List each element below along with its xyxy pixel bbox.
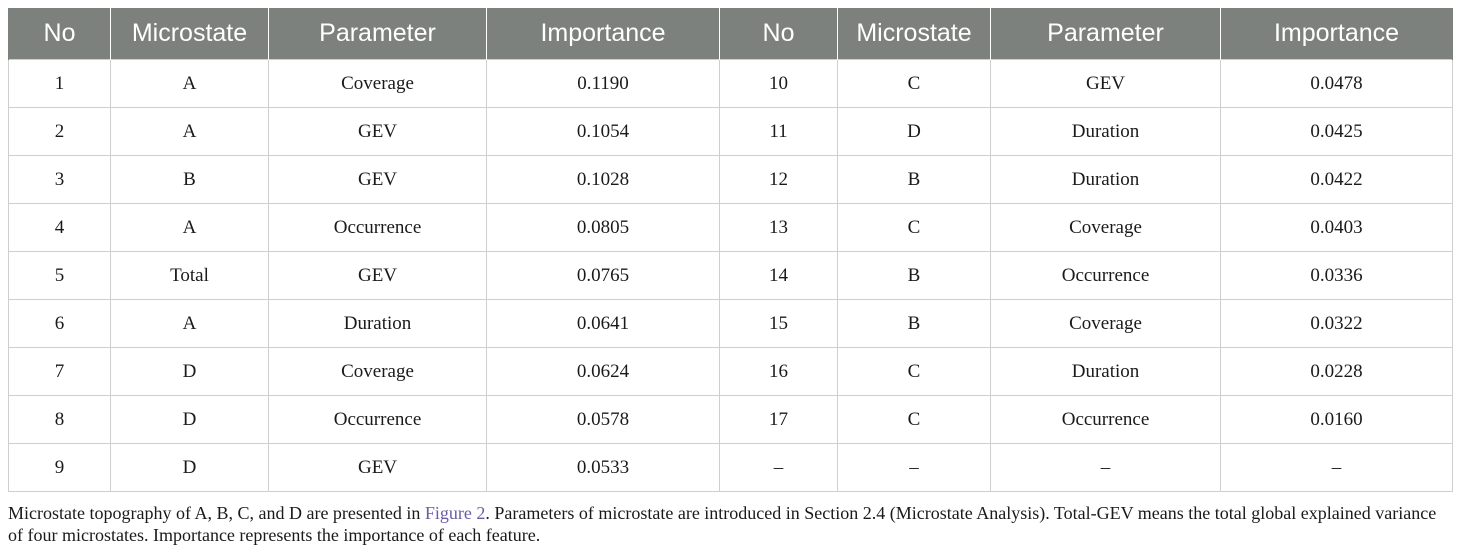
table-cell: 16: [719, 347, 838, 396]
table-cell: 4: [8, 203, 111, 252]
table-cell: –: [1220, 443, 1453, 492]
table-cell: 8: [8, 395, 111, 444]
table-cell: D: [110, 347, 269, 396]
column-header: Microstate: [837, 8, 991, 60]
table-cell: Duration: [268, 299, 487, 348]
table-cell: 15: [719, 299, 838, 348]
table-row: 9 D GEV 0.0533– – – –: [8, 443, 1453, 492]
table-row: 2 A GEV 0.1054 11 D Duration 0.0425: [8, 107, 1453, 156]
table-cell: –: [719, 443, 838, 492]
table-cell: 17: [719, 395, 838, 444]
table-cell: Occurrence: [268, 203, 487, 252]
table-cell: 0.0403: [1220, 203, 1453, 252]
table-cell: 0.1054: [486, 107, 720, 156]
table-cell: 0.1190: [486, 59, 720, 108]
table-cell: A: [110, 107, 269, 156]
table-cell: 12: [719, 155, 838, 204]
table-row: 4 A Occurrence 0.0805 13 C Coverage 0.0403: [8, 203, 1453, 252]
table-cell: A: [110, 203, 269, 252]
table-cell: 0.0765: [486, 251, 720, 300]
footnote-text-end: . Parameters of microstate are introduce…: [8, 503, 1437, 545]
table-cell: Occurrence: [268, 395, 487, 444]
table-cell: Duration: [990, 347, 1221, 396]
table-row: 5 Total GEV 0.0765 14 B Occurrence 0.0336: [8, 251, 1453, 300]
table-cell: Occurrence: [990, 251, 1221, 300]
column-header: No: [8, 8, 111, 60]
feature-importance-table: No Microstate Parameter Importance No Microst…: [8, 8, 1453, 492]
table-container: No Microstate Parameter Importance No Microst…: [8, 8, 1453, 492]
table-cell: A: [110, 299, 269, 348]
table-cell: 5: [8, 251, 111, 300]
table-cell: 0.0478: [1220, 59, 1453, 108]
table-cell: C: [837, 59, 991, 108]
table-cell: 0.0641: [486, 299, 720, 348]
table-row: 1 A Coverage 0.1190 10 C GEV 0.0478: [8, 59, 1453, 108]
table-cell: A: [110, 59, 269, 108]
table-row: 8 D Occurrence 0.0578 17 C Occurrence 0.0160: [8, 395, 1453, 444]
table-cell: 0.1028: [486, 155, 720, 204]
table-cell: 0.0422: [1220, 155, 1453, 204]
table-cell: Coverage: [268, 347, 487, 396]
table-cell: D: [110, 395, 269, 444]
footnote-text-start: Microstate topography of A, B, C, and D …: [8, 503, 425, 523]
table-cell: 0.0160: [1220, 395, 1453, 444]
table-cell: 0.0805: [486, 203, 720, 252]
figure-2-link[interactable]: Figure 2: [424, 503, 486, 523]
table-body: 1 A Coverage 0.1190 10 C GEV 0.0478 2 A GEV 0.1054 1…: [8, 59, 1453, 492]
table-cell: Duration: [990, 155, 1221, 204]
table-cell: 1: [8, 59, 111, 108]
table-cell: GEV: [268, 443, 487, 492]
table-cell: GEV: [268, 155, 487, 204]
table-cell: 0.0322: [1220, 299, 1453, 348]
table-cell: B: [837, 155, 991, 204]
table-cell: C: [837, 347, 991, 396]
table-cell: Coverage: [268, 59, 487, 108]
table-cell: Duration: [990, 107, 1221, 156]
table-cell: GEV: [268, 251, 487, 300]
table-cell: –: [990, 443, 1221, 492]
table-cell: 0.0228: [1220, 347, 1453, 396]
table-header-row: No Microstate Parameter Importance No Microst…: [8, 8, 1453, 60]
table-cell: 10: [719, 59, 838, 108]
table-cell: 6: [8, 299, 111, 348]
table-row: 6 A Duration 0.0641 15 B Coverage 0.0322: [8, 299, 1453, 348]
table-cell: B: [837, 299, 991, 348]
table-cell: D: [110, 443, 269, 492]
table-cell: GEV: [990, 59, 1221, 108]
table-cell: C: [837, 395, 991, 444]
table-cell: 14: [719, 251, 838, 300]
table-cell: Coverage: [990, 299, 1221, 348]
table-cell: 0.0533: [486, 443, 720, 492]
table-cell: B: [110, 155, 269, 204]
table-cell: Coverage: [990, 203, 1221, 252]
column-header: Importance: [1220, 8, 1453, 60]
column-header: Parameter: [268, 8, 487, 60]
table-cell: D: [837, 107, 991, 156]
column-header: Microstate: [110, 8, 269, 60]
table-cell: 0.0624: [486, 347, 720, 396]
table-cell: B: [837, 251, 991, 300]
table-cell: 0.0336: [1220, 251, 1453, 300]
table-cell: –: [837, 443, 991, 492]
table-cell: 13: [719, 203, 838, 252]
table-cell: C: [837, 203, 991, 252]
column-header: Importance: [486, 8, 720, 60]
table-cell: 7: [8, 347, 111, 396]
table-cell: Occurrence: [990, 395, 1221, 444]
table-cell: 0.0578: [486, 395, 720, 444]
table-row: 7 D Coverage 0.0624 16 C Duration 0.0228: [8, 347, 1453, 396]
table-cell: 11: [719, 107, 838, 156]
table-cell: 2: [8, 107, 111, 156]
table-cell: 9: [8, 443, 111, 492]
table-cell: Total: [110, 251, 269, 300]
table-cell: 3: [8, 155, 111, 204]
column-header: No: [719, 8, 838, 60]
table-cell: GEV: [268, 107, 487, 156]
table-footnote: Microstate topography of A, B, C, and D …: [8, 502, 1452, 546]
column-header: Parameter: [990, 8, 1221, 60]
table-row: 3 B GEV 0.1028 12 B Duration 0.0422: [8, 155, 1453, 204]
table-cell: 0.0425: [1220, 107, 1453, 156]
